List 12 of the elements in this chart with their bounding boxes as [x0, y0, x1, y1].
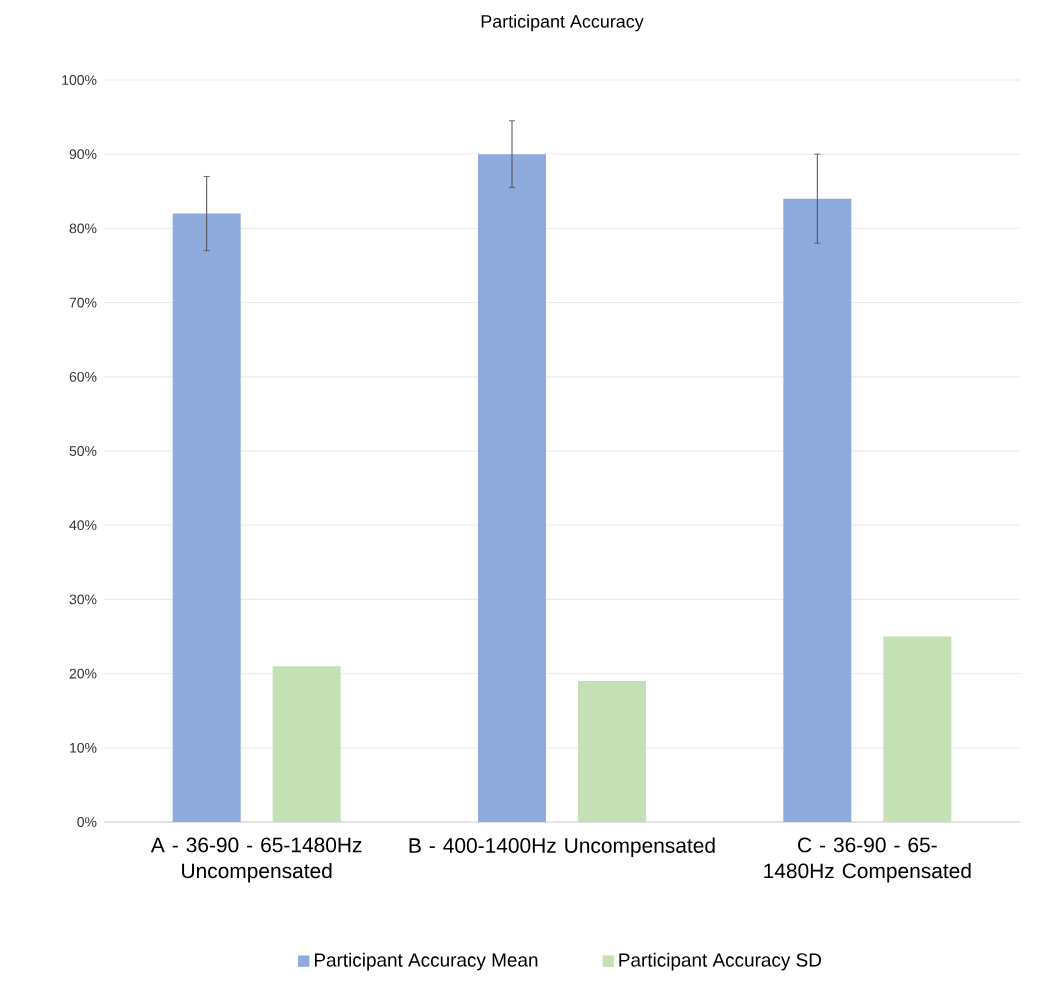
- x-tick-label: B - 400-1400Hz Uncompensated: [409, 837, 715, 858]
- bar: [883, 636, 952, 822]
- legend-label: Participant Accuracy Mean: [314, 952, 538, 971]
- bar: [478, 154, 547, 822]
- bar: [578, 681, 647, 822]
- legend-label: Participant Accuracy SD: [619, 952, 822, 971]
- x-tick-label: C - 36-90 - 65-1480Hz Compensated: [764, 837, 971, 883]
- x-tick-label: A - 36-90 - 65-1480Hz Uncompensated: [150, 837, 362, 883]
- bar: [172, 213, 241, 822]
- bar: [783, 198, 852, 822]
- bar: [272, 666, 341, 822]
- chart-title: Participant Accuracy: [481, 14, 644, 32]
